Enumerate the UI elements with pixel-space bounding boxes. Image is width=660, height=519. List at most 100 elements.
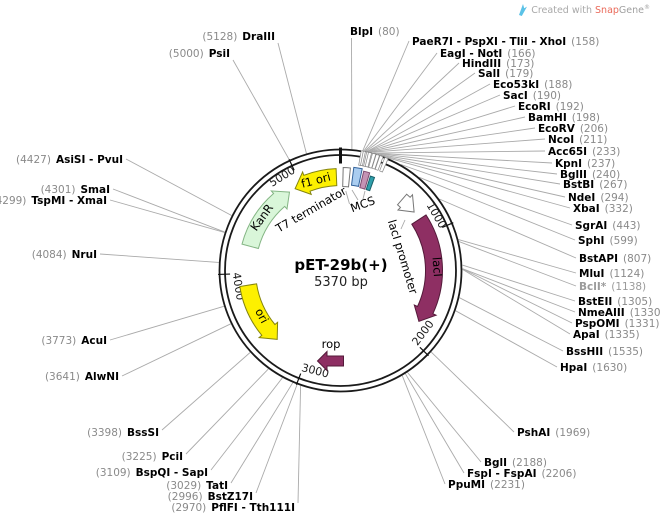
site-marker-box: [368, 152, 377, 169]
site-label[interactable]: BstBI (267): [563, 179, 627, 191]
site-label[interactable]: Acc65I (233): [548, 146, 620, 158]
site-label[interactable]: FspI - FspAI (2206): [467, 468, 576, 480]
site-label[interactable]: BglII (240): [560, 169, 620, 181]
site-position: (2188): [512, 457, 547, 469]
site-label[interactable]: BlpI (80): [350, 26, 400, 38]
feature-arrow-kanr[interactable]: [241, 190, 291, 250]
site-label[interactable]: BstAPI (807): [579, 253, 651, 265]
feature-arrow-f1-ori[interactable]: [294, 168, 338, 196]
site-label[interactable]: BstEII (1305): [578, 296, 652, 308]
site-position: (3029): [166, 480, 201, 492]
site-label[interactable]: XbaI (332): [573, 203, 633, 215]
site-label[interactable]: PshAI (1969): [517, 427, 590, 439]
site-label[interactable]: BglI (2188): [484, 457, 547, 469]
site-name: PflFI - Tth111I: [211, 502, 295, 514]
site-label[interactable]: (3109) BspQI - SapI: [96, 467, 208, 479]
site-name: AsiSI - PvuI: [56, 154, 123, 166]
feature-arrow-ori[interactable]: [239, 283, 279, 340]
site-leader-line: [363, 52, 438, 152]
site-label[interactable]: SalI (179): [478, 68, 533, 80]
site-position: (179): [505, 68, 533, 80]
mcs-box[interactable]: [365, 175, 376, 192]
watermark-brand-gene: Gene: [618, 5, 644, 17]
site-leader-line: [458, 241, 577, 287]
feature-arrow-laci[interactable]: [411, 214, 443, 323]
site-label[interactable]: BssHII (1535): [566, 346, 643, 358]
site-leader-line: [185, 368, 269, 455]
site-name: KpnI: [555, 158, 582, 170]
feature-arrow-rop[interactable]: [316, 350, 344, 372]
site-label[interactable]: NcoI (211): [548, 134, 607, 146]
site-label[interactable]: EagI - NotI (166): [440, 48, 536, 60]
site-name: PsiI: [209, 48, 230, 60]
mcs-box[interactable]: [359, 170, 371, 190]
site-name: EcoRI: [518, 101, 551, 113]
site-label[interactable]: BclI* (1138): [579, 281, 646, 293]
site-label[interactable]: PaeR7I - PspXI - TliI - XhoI (158): [412, 36, 599, 48]
site-label[interactable]: (3225) PciI: [122, 451, 183, 463]
site-label[interactable]: Eco53kI (188): [493, 79, 572, 91]
site-label[interactable]: SphI (599): [578, 235, 638, 247]
site-label[interactable]: (3029) TatI: [166, 480, 228, 492]
site-label[interactable]: HpaI (1630): [560, 362, 627, 374]
site-position: (3641): [45, 371, 80, 383]
site-label[interactable]: (3398) BssSI: [87, 427, 159, 439]
site-name: ApaI: [573, 329, 600, 341]
site-label[interactable]: KpnI (237): [555, 158, 615, 170]
snapgene-watermark[interactable]: Created with SnapGene®: [517, 4, 650, 16]
site-position: (80): [378, 26, 400, 38]
site-label[interactable]: BamHI (198): [528, 112, 600, 124]
site-position: (1335): [605, 329, 640, 341]
site-leader-line: [161, 352, 251, 431]
site-position: (599): [609, 235, 637, 247]
site-position: (4084): [32, 249, 67, 261]
site-leader-line: [462, 268, 576, 313]
site-name: BstBI: [563, 179, 594, 191]
site-label[interactable]: NmeAIII (1330): [578, 307, 660, 319]
site-label[interactable]: PspOMI (1331): [575, 318, 659, 330]
site-name: SmaI: [81, 184, 111, 196]
site-label[interactable]: (3641) AlwNI: [45, 371, 119, 383]
site-label[interactable]: HindIII (173): [462, 58, 534, 70]
site-name: SphI: [578, 235, 604, 247]
site-label[interactable]: MluI (1124): [579, 268, 644, 280]
site-label[interactable]: (4301) SmaI: [41, 184, 110, 196]
site-label[interactable]: PpuMI (2231): [448, 479, 525, 491]
mcs-box[interactable]: [350, 166, 363, 187]
site-label[interactable]: (2970) PflFI - Tth111I: [171, 502, 295, 514]
site-name: BclI*: [579, 281, 607, 293]
site-position: (2996): [168, 491, 203, 503]
site-label[interactable]: (4299) TspMI - XmaI: [0, 195, 107, 207]
site-leader-line: [455, 310, 558, 368]
site-label[interactable]: EcoRI (192): [518, 101, 584, 113]
site-label[interactable]: (3773) AcuI: [41, 335, 107, 347]
feature-arrow-laci-promoter[interactable]: [396, 193, 415, 213]
site-label[interactable]: (2996) BstZ17I: [168, 491, 253, 503]
site-label[interactable]: NdeI (294): [568, 192, 629, 204]
site-label[interactable]: (5128) DraIII: [202, 31, 275, 43]
tick-mark: [295, 373, 302, 385]
site-label[interactable]: SgrAI (443): [575, 220, 641, 232]
site-name: BssHII: [566, 346, 603, 358]
site-position: (1331): [625, 318, 660, 330]
site-leader-line: [462, 269, 571, 335]
site-label[interactable]: ApaI (1335): [573, 329, 640, 341]
feature-leader-line: [400, 219, 406, 230]
site-leader-line: [367, 94, 501, 152]
site-name: BstAPI: [579, 253, 618, 265]
site-position: (198): [572, 112, 600, 124]
site-position: (188): [544, 79, 572, 91]
site-label[interactable]: (4427) AsiSI - PvuI: [16, 154, 123, 166]
site-leader-line: [401, 375, 446, 485]
site-label[interactable]: EcoRV (206): [538, 123, 608, 135]
site-label[interactable]: (5000) PsiI: [169, 48, 230, 60]
site-leader-line: [405, 373, 465, 474]
plasmid-name: pET-29b(+): [294, 256, 387, 274]
site-label[interactable]: SacI (190): [503, 90, 561, 102]
feature-box-t7-terminator[interactable]: [342, 166, 351, 188]
site-name: SacI: [503, 90, 528, 102]
site-label[interactable]: (4084) NruI: [32, 249, 97, 261]
site-position: (2231): [490, 479, 525, 491]
site-leader-line: [367, 105, 516, 153]
watermark-registered-mark: ®: [644, 4, 650, 11]
